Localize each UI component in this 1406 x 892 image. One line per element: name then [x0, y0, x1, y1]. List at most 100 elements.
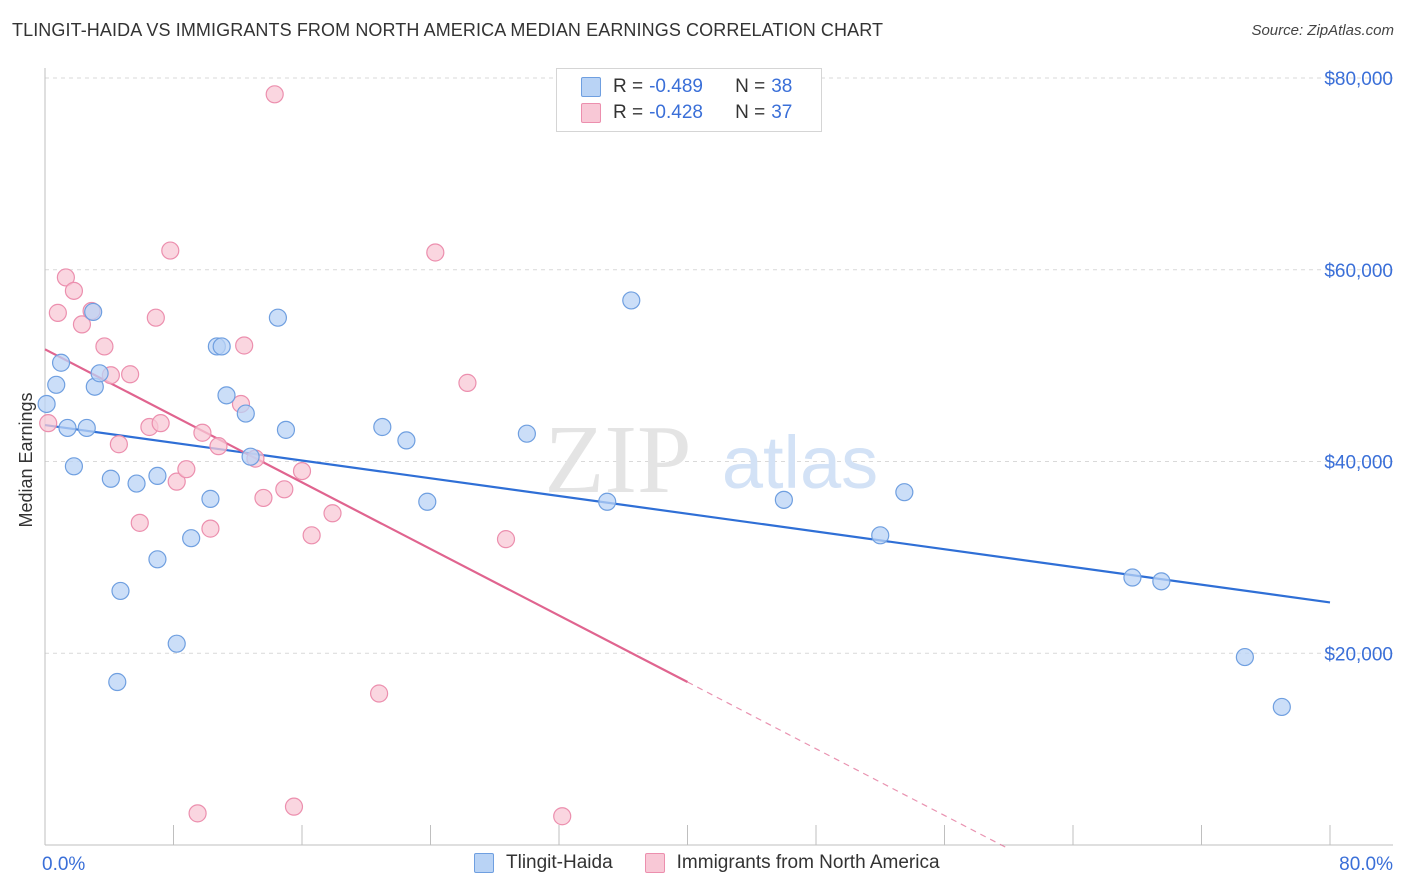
data-point-pink — [188, 804, 207, 823]
data-point-blue — [1152, 572, 1171, 591]
data-point-blue — [774, 490, 793, 509]
data-point-blue — [47, 375, 66, 394]
data-point-pink — [109, 435, 128, 454]
data-point-pink — [39, 414, 58, 433]
data-point-pink — [193, 423, 212, 442]
data-point-pink — [130, 513, 149, 532]
data-point-pink — [146, 308, 165, 327]
data-point-blue — [37, 394, 56, 414]
watermark-atlas: atlas — [722, 421, 878, 504]
data-point-pink — [64, 281, 84, 300]
data-point-blue — [895, 483, 914, 502]
data-point-blue — [268, 308, 288, 327]
data-point-pink — [56, 268, 75, 287]
data-point-pink — [292, 461, 312, 481]
data-point-pink — [284, 797, 304, 816]
source-label: Source: ZipAtlas.com — [1251, 22, 1394, 39]
y-tick-label: $40,000 — [1324, 453, 1393, 474]
data-point-blue — [201, 489, 220, 508]
data-point-pink — [458, 373, 477, 392]
blue-swatch — [474, 853, 494, 873]
data-point-pink — [275, 480, 294, 499]
stats-row-immigrants: R = -0.428 N = 37 — [581, 102, 792, 124]
trend-extension-pink — [687, 681, 1010, 850]
data-point-pink — [302, 526, 321, 545]
trend-line-pink — [44, 348, 689, 683]
data-point-blue — [127, 474, 146, 493]
data-point-pink — [72, 315, 92, 334]
data-point-blue — [84, 302, 103, 322]
data-point-blue — [148, 466, 167, 485]
data-point-blue — [1235, 647, 1254, 667]
data-point-blue — [51, 353, 71, 372]
y-tick-label: $20,000 — [1324, 644, 1393, 665]
r-value: -0.428 — [649, 102, 703, 123]
y-axis-label: Median Earnings — [16, 392, 36, 527]
n-value: 38 — [771, 76, 793, 97]
data-point-blue — [77, 418, 96, 438]
watermark: ZIP atlas — [545, 406, 879, 514]
data-point-blue — [397, 431, 416, 450]
data-point-pink — [235, 336, 254, 355]
data-point-blue — [111, 581, 130, 601]
data-point-blue — [871, 526, 890, 545]
y-tick-label: $80,000 — [1324, 69, 1393, 90]
data-point-blue — [241, 447, 260, 466]
grid-lines — [45, 77, 1393, 654]
r-value: -0.489 — [649, 76, 703, 97]
data-point-blue — [108, 672, 127, 692]
r-label: R = — [613, 102, 644, 123]
data-point-pink — [177, 460, 196, 479]
data-point-pink — [161, 241, 180, 260]
series-legend: Tlingit-Haida Immigrants from North Amer… — [474, 852, 972, 874]
data-point-pink — [496, 530, 516, 549]
data-point-pink — [254, 488, 273, 508]
tick-labels: $20,000 $40,000 $60,000 $80,000 0.0% 80.0% — [42, 69, 1393, 875]
data-point-blue — [167, 634, 186, 653]
watermark-zip: ZIP — [545, 406, 692, 514]
data-point-pink — [553, 807, 572, 826]
pink-swatch — [581, 103, 601, 123]
data-point-blue — [236, 404, 255, 423]
data-points — [37, 85, 1291, 826]
data-point-blue — [212, 337, 231, 356]
axes — [44, 68, 1393, 846]
data-point-pink — [151, 414, 170, 433]
legend-item-immigrants[interactable]: Immigrants from North America — [644, 852, 940, 874]
data-point-blue — [276, 420, 296, 439]
blue-swatch — [581, 77, 601, 97]
data-point-pink — [323, 504, 342, 523]
data-point-blue — [148, 550, 167, 569]
data-point-blue — [373, 417, 392, 437]
data-point-pink — [121, 365, 140, 384]
x-tick-label-max: 80.0% — [1339, 854, 1393, 875]
data-point-blue — [1272, 697, 1291, 717]
chart-title: TLINGIT-HAIDA VS IMMIGRANTS FROM NORTH A… — [12, 20, 884, 40]
data-point-blue — [217, 386, 236, 405]
data-point-blue — [517, 424, 536, 443]
data-point-blue — [1123, 568, 1142, 587]
data-point-pink — [209, 437, 228, 456]
data-point-pink — [201, 519, 220, 538]
legend-label: Tlingit-Haida — [506, 852, 613, 873]
legend-item-tlingit-haida[interactable]: Tlingit-Haida — [474, 852, 613, 874]
data-point-blue — [418, 492, 437, 511]
n-value: 37 — [771, 102, 793, 123]
n-label: N = — [735, 76, 766, 97]
data-point-blue — [622, 291, 641, 310]
data-point-pink — [265, 85, 284, 104]
stats-row-tlingit-haida: R = -0.489 N = 38 — [581, 76, 792, 98]
data-point-blue — [64, 457, 84, 476]
n-label: N = — [735, 102, 766, 123]
pink-swatch — [644, 853, 665, 873]
data-point-blue — [182, 529, 201, 548]
data-point-blue — [101, 469, 120, 488]
data-point-blue — [90, 364, 109, 383]
data-point-blue — [598, 492, 617, 511]
stats-legend: R = -0.489 N = 38 R = -0.428 N = 37 — [556, 68, 822, 132]
r-label: R = — [613, 76, 644, 97]
y-tick-label: $60,000 — [1324, 261, 1393, 282]
data-point-pink — [48, 303, 67, 322]
data-point-pink — [95, 337, 114, 356]
